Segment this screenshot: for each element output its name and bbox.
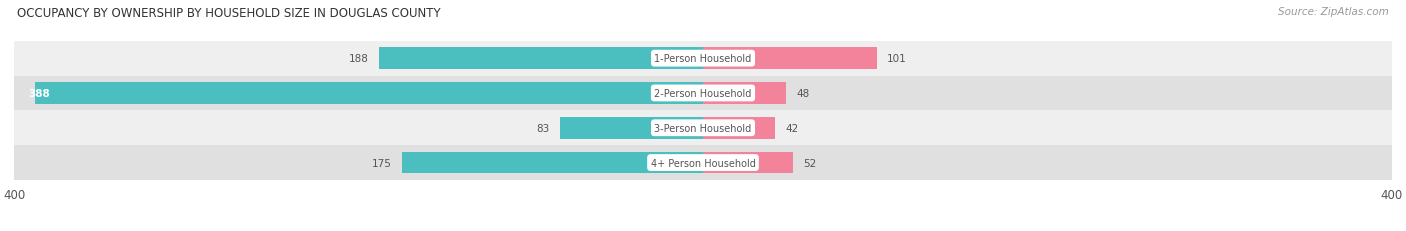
Text: OCCUPANCY BY OWNERSHIP BY HOUSEHOLD SIZE IN DOUGLAS COUNTY: OCCUPANCY BY OWNERSHIP BY HOUSEHOLD SIZE…: [17, 7, 440, 20]
Text: 3-Person Household: 3-Person Household: [654, 123, 752, 133]
Text: 4+ Person Household: 4+ Person Household: [651, 158, 755, 168]
Text: Source: ZipAtlas.com: Source: ZipAtlas.com: [1278, 7, 1389, 17]
Text: 1-Person Household: 1-Person Household: [654, 54, 752, 64]
Bar: [35, 83, 703, 104]
Text: 2-Person Household: 2-Person Household: [654, 88, 752, 99]
Bar: [703, 48, 877, 70]
Bar: [402, 152, 703, 174]
Bar: [14, 42, 1392, 76]
Bar: [14, 146, 1392, 180]
Text: 48: 48: [796, 88, 810, 99]
Text: 188: 188: [349, 54, 368, 64]
Bar: [380, 48, 703, 70]
Bar: [703, 83, 786, 104]
Bar: [14, 111, 1392, 146]
Text: 388: 388: [28, 88, 49, 99]
Bar: [14, 76, 1392, 111]
Text: 101: 101: [887, 54, 907, 64]
Bar: [703, 152, 793, 174]
Text: 52: 52: [803, 158, 815, 168]
Text: 175: 175: [371, 158, 391, 168]
Bar: [560, 118, 703, 139]
Text: 42: 42: [786, 123, 799, 133]
Bar: [703, 118, 775, 139]
Text: 83: 83: [537, 123, 550, 133]
